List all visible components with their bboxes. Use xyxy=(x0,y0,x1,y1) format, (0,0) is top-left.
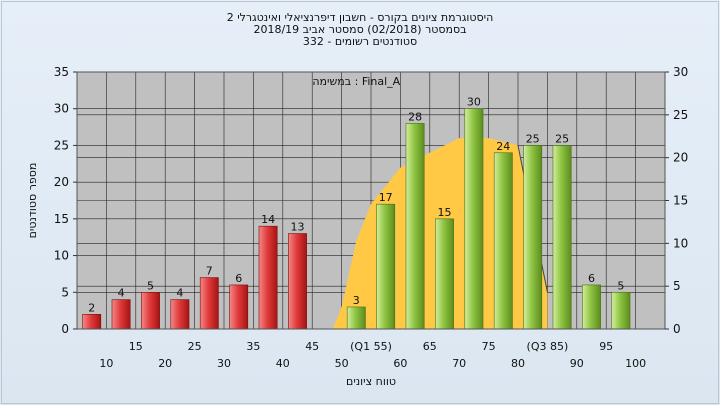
y2-tick-label: 0 xyxy=(673,322,681,336)
bar-value-label: 4 xyxy=(118,287,125,300)
bar-value-label: 17 xyxy=(379,191,393,204)
x-tick-label-lower: 30 xyxy=(217,357,231,370)
x-tick-label-upper: (Q3 85) xyxy=(527,340,569,353)
chart-title-line-1: היסטוגרמת ציונים בקורס - חשבון דיפרנציאל… xyxy=(226,11,494,24)
y2-tick-label: 15 xyxy=(673,194,688,208)
bar-value-label: 2 xyxy=(88,301,95,314)
bar xyxy=(523,145,543,330)
x-tick-label-lower: 70 xyxy=(452,357,466,370)
x-tick-label-lower: 60 xyxy=(393,357,407,370)
bar xyxy=(405,123,425,330)
bar xyxy=(258,225,278,330)
bar-value-label: 25 xyxy=(526,132,540,145)
chart-annotation: במשימה : Final_A xyxy=(312,75,400,88)
bar xyxy=(229,284,249,330)
bar xyxy=(552,145,572,330)
x-tick-label-upper: 25 xyxy=(188,340,202,353)
bar xyxy=(111,299,131,330)
bar-value-label: 4 xyxy=(176,287,183,300)
bar-value-label: 30 xyxy=(467,96,481,109)
y-tick-label: 0 xyxy=(61,322,69,336)
x-tick-label-lower: 100 xyxy=(625,357,646,370)
bar xyxy=(582,284,601,330)
bar xyxy=(611,291,631,330)
x-tick-label-upper: 45 xyxy=(305,340,319,353)
bar-value-label: 6 xyxy=(588,272,595,285)
x-tick-label-upper: 15 xyxy=(129,340,143,353)
y-tick-label: 5 xyxy=(61,285,69,299)
x-axis-title: טווח ציונים xyxy=(346,375,396,388)
bar-value-label: 5 xyxy=(147,279,154,292)
x-tick-label-lower: 90 xyxy=(570,357,584,370)
bar xyxy=(493,152,513,330)
bar-value-label: 7 xyxy=(206,265,213,278)
bar xyxy=(376,203,396,330)
x-tick-label-lower: 10 xyxy=(99,357,113,370)
y-axis-title: מספר סטודנטים xyxy=(26,163,39,239)
y2-tick-label: 5 xyxy=(673,279,681,293)
x-tick-label-lower: 20 xyxy=(158,357,172,370)
y-tick-label: 15 xyxy=(54,212,69,226)
bar-value-label: 15 xyxy=(438,206,452,219)
bar xyxy=(170,299,190,330)
y-tick-label: 30 xyxy=(54,102,69,116)
bar xyxy=(288,233,307,330)
bar-value-label: 24 xyxy=(496,140,510,153)
y-tick-label: 35 xyxy=(54,65,69,79)
y2-tick-label: 20 xyxy=(673,151,688,165)
x-tick-label-lower: 50 xyxy=(335,357,349,370)
bar xyxy=(82,314,102,330)
x-tick-label-upper: 35 xyxy=(246,340,260,353)
y-tick-label: 10 xyxy=(54,249,69,263)
chart-title-line-3: סטודנטים רשומים - 332 xyxy=(302,35,418,48)
bar xyxy=(346,306,366,330)
x-tick-label-upper: 95 xyxy=(599,340,613,353)
bar-value-label: 3 xyxy=(353,294,360,307)
y-tick-label: 25 xyxy=(54,138,69,152)
y2-tick-label: 10 xyxy=(673,236,688,250)
x-tick-label-upper: 75 xyxy=(482,340,496,353)
bar xyxy=(464,108,484,330)
bar-value-label: 13 xyxy=(291,221,305,234)
y-tick-label: 20 xyxy=(54,175,69,189)
x-tick-label-upper: 65 xyxy=(423,340,437,353)
bar xyxy=(435,218,454,330)
bar-value-label: 25 xyxy=(555,132,569,145)
bar-value-label: 5 xyxy=(617,279,624,292)
bar-value-label: 14 xyxy=(261,213,275,226)
x-tick-label-lower: 80 xyxy=(511,357,525,370)
bar xyxy=(141,291,160,330)
bar-value-label: 28 xyxy=(408,110,422,123)
bar-value-label: 6 xyxy=(235,272,242,285)
y2-tick-label: 30 xyxy=(673,65,688,79)
y2-tick-label: 25 xyxy=(673,108,688,122)
bar xyxy=(199,277,219,330)
x-tick-label-lower: 40 xyxy=(276,357,290,370)
x-tick-label-upper: (Q1 55) xyxy=(350,340,392,353)
chart-title-line-2: בסמסטר (02/2018) סמסטר אביב 2018/19 xyxy=(253,23,467,36)
